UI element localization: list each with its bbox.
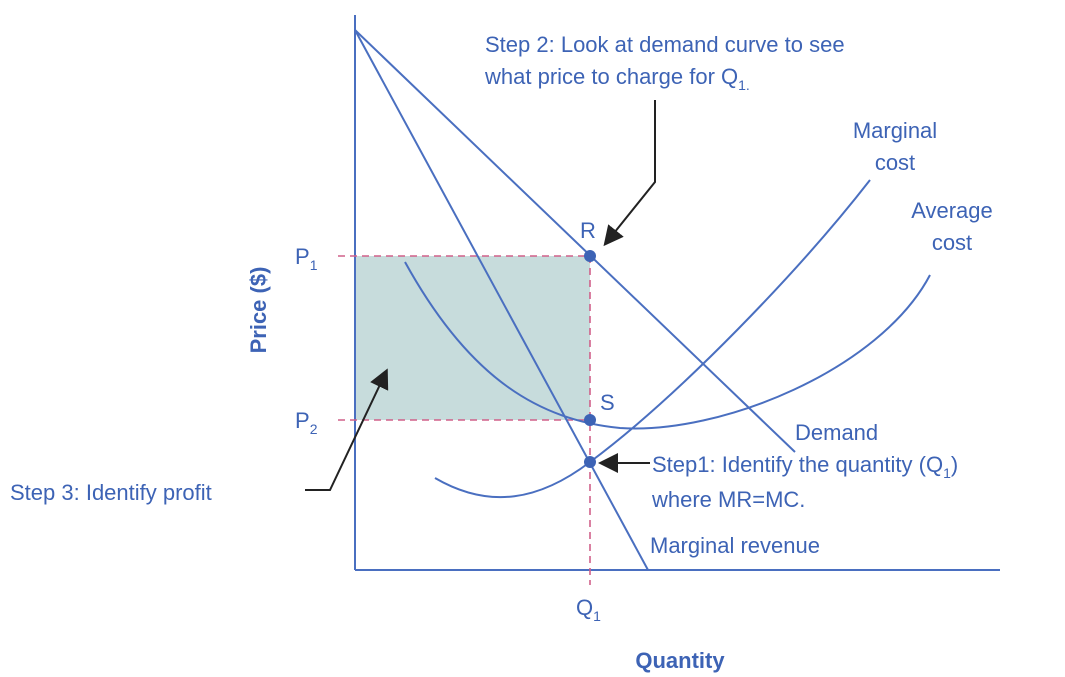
ac-curve: [404, 261, 931, 430]
q1-label: Q1: [576, 595, 601, 624]
p2-label: P2: [295, 408, 318, 437]
step1-text: Step1: Identify the quantity (Q1): [652, 452, 958, 481]
step2-text: Step 2: Look at demand curve to see: [485, 32, 845, 57]
step2-arrow: [603, 100, 656, 247]
x-axis-label: Quantity: [635, 648, 725, 673]
point-r-label: R: [580, 218, 596, 243]
ac-label: Average: [911, 198, 993, 223]
step3-text: Step 3: Identify profit: [10, 480, 212, 505]
p1-label: P1: [295, 244, 318, 273]
step3-arrow: [305, 368, 389, 491]
point-r: [584, 250, 596, 262]
mc-label: cost: [875, 150, 915, 175]
step2-text: what price to charge for Q1.: [484, 64, 750, 93]
point-s-label: S: [600, 390, 615, 415]
mr-label: Marginal revenue: [650, 533, 820, 558]
mr-curve: [354, 29, 649, 571]
mc-label: Marginal: [853, 118, 937, 143]
mc-curve: [434, 179, 871, 499]
demand-label: Demand: [795, 420, 878, 445]
point-mr-mc: [584, 456, 596, 468]
y-axis-label: Price ($): [246, 267, 271, 354]
demand-curve: [354, 29, 796, 453]
step1-text: where MR=MC.: [651, 487, 805, 512]
ac-label: cost: [932, 230, 972, 255]
profit-area: [355, 256, 590, 420]
point-s: [584, 414, 596, 426]
